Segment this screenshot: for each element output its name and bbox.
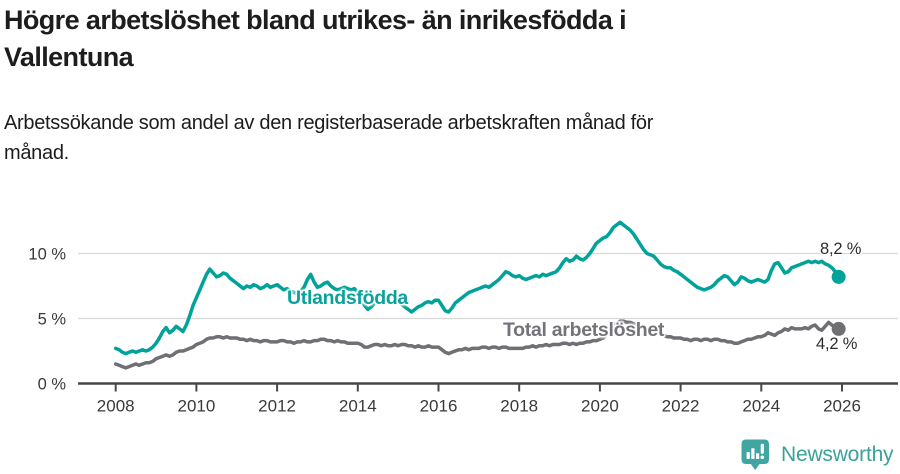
newsworthy-attribution[interactable]: Newsworthy [741,439,894,471]
series-label-total-arbetsloshet: Total arbetslöshet [503,319,665,341]
x-tick-label: 2018 [500,397,538,416]
series-line-1 [113,319,841,370]
end-value-utlandsfodda: 8,2 % [820,240,862,258]
x-tick-label: 2026 [823,397,861,416]
y-tick-label: 10 % [28,246,66,264]
y-tick-label: 5 % [38,311,67,329]
chart-subtitle: Arbetssökande som andel av den registerb… [4,112,654,164]
x-tick-label: 2014 [339,397,377,416]
y-tick-label: 0 % [38,376,67,394]
x-tick-label: 2008 [97,397,135,416]
series-end-dot-0 [831,269,846,284]
end-value-total-arbetsloshet: 4,2 % [816,335,858,353]
chart-title: Högre arbetslöshet bland utrikes- än inr… [4,5,627,72]
x-tick-label: 2024 [742,397,780,416]
series-end-dot-1 [831,321,846,336]
newsworthy-logo-icon [741,439,769,470]
x-tick-label: 2012 [258,397,296,416]
line-chart: 2008 2010 2012 2014 2016 2018 2020 2022 2024 2026… [0,200,900,438]
series-label-utlandsfodda: Utlandsfödda [287,287,408,309]
x-tick-label: 2010 [177,397,215,416]
x-tick-label: 2016 [420,397,458,416]
newsworthy-wordmark: Newsworthy [781,443,894,466]
x-tick-label: 2020 [581,397,619,416]
plot-svg: 2008 2010 2012 2014 2016 2018 2020 2022 2024 2026… [28,220,898,416]
series-line-0 [113,220,841,356]
x-tick-label: 2022 [662,397,700,416]
